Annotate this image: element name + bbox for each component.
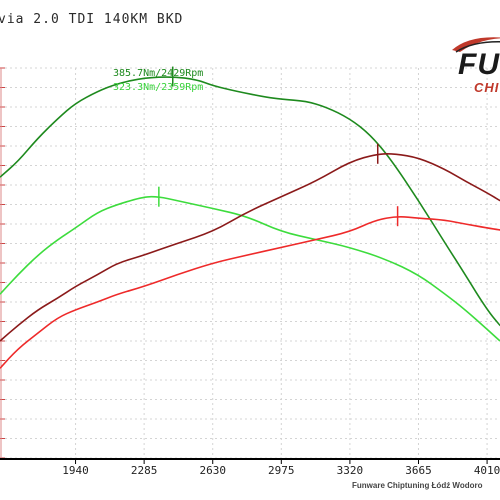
series-line-tuned_torque [0, 76, 500, 327]
logo-sub-text: CHI [474, 80, 500, 95]
series-line-tuned_power [0, 152, 500, 342]
logo-main-text: FUN [458, 48, 500, 81]
x-tick-label: 2630 [199, 464, 226, 477]
x-tick-label: 2975 [268, 464, 295, 477]
tuned-torque-peak-label: 385.7Nm/2429Rpm [113, 68, 204, 79]
x-tick-label: 1940 [62, 464, 89, 477]
x-tick-label: 3320 [337, 464, 364, 477]
x-tick-label: 4010 [474, 464, 500, 477]
logo-swoosh-icon [452, 37, 500, 53]
footer-credit: Funware Chiptuning Łódź Wodoro [352, 481, 483, 490]
chart-title: via 2.0 TDI 140KM BKD [0, 12, 184, 27]
stock-torque-peak-label: 323.3Nm/2359Rpm [113, 82, 204, 93]
x-tick-label: 2285 [131, 464, 158, 477]
series-line-stock_torque [0, 195, 500, 342]
brand-logo: FUN CHI [430, 28, 500, 96]
series-line-stock_power [0, 216, 500, 369]
x-tick-label: 3665 [405, 464, 432, 477]
